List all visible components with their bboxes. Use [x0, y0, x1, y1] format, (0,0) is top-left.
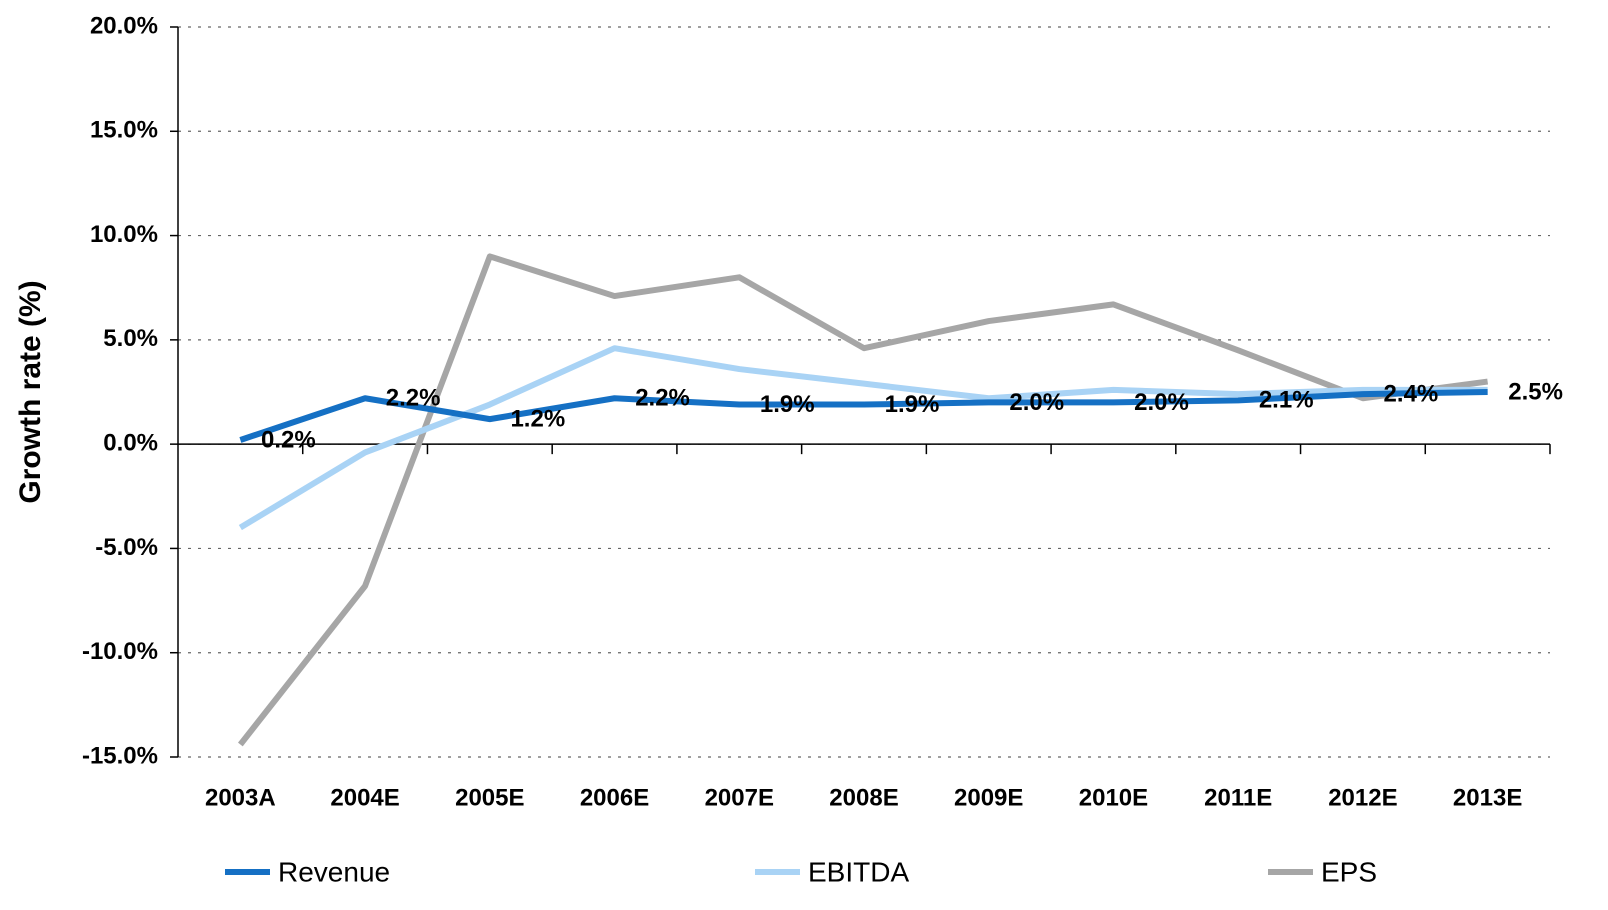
legend-label: EBITDA [808, 856, 909, 887]
data-label: 2.1% [1259, 387, 1314, 414]
line-series [238, 253, 1489, 747]
data-label: 2.0% [1134, 389, 1189, 416]
legend-label: EPS [1321, 856, 1377, 887]
x-tick-label: 2007E [705, 784, 774, 811]
data-label: 2.0% [1009, 389, 1064, 416]
x-tick-label: 2004E [330, 784, 399, 811]
data-label: 1.2% [510, 405, 565, 432]
x-tick-label: 2013E [1453, 784, 1522, 811]
data-label: 1.9% [760, 391, 815, 418]
y-tick-label: 15.0% [90, 117, 158, 144]
x-tick-label: 2006E [580, 784, 649, 811]
line-series [239, 389, 1488, 443]
x-tick-label: 2005E [455, 784, 524, 811]
x-tick-label: 2011E [1204, 784, 1272, 811]
y-tick-label: 20.0% [90, 12, 158, 39]
x-tick-label: 2003A [205, 784, 276, 811]
y-axis-label: Growth rate (%) [14, 280, 47, 503]
y-tick-label: -15.0% [82, 742, 158, 769]
y-tick-label: 10.0% [90, 221, 158, 248]
y-tick-label: 0.0% [103, 429, 158, 456]
data-label: 2.2% [635, 385, 690, 412]
y-tick-label: -5.0% [95, 534, 158, 561]
x-tick-label: 2008E [829, 784, 898, 811]
x-tick-label: 2009E [954, 784, 1023, 811]
line-series [238, 345, 1488, 531]
data-label: 1.9% [885, 391, 940, 418]
y-tick-label: 5.0% [103, 325, 158, 352]
data-label: 2.5% [1508, 378, 1563, 405]
legend-label: Revenue [278, 856, 390, 887]
y-tick-label: -10.0% [82, 638, 158, 665]
data-label: 2.4% [1384, 380, 1439, 407]
data-label: 0.2% [261, 426, 316, 453]
data-label: 2.2% [386, 385, 441, 412]
x-tick-label: 2012E [1328, 784, 1397, 811]
x-tick-label: 2010E [1079, 784, 1148, 811]
